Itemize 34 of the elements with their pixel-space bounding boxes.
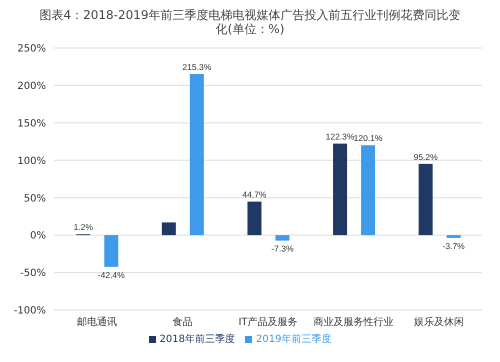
- data-label: 44.7%: [242, 190, 267, 200]
- y-tick-label: 50%: [24, 193, 46, 204]
- bar: [361, 145, 376, 236]
- bar: [275, 235, 290, 241]
- data-label: 120.1%: [354, 133, 383, 144]
- bar: [104, 235, 118, 267]
- data-label: 122.3%: [326, 132, 355, 142]
- data-label: 95.2%: [414, 152, 438, 162]
- y-tick-label: 250%: [17, 44, 46, 55]
- bar: [418, 164, 433, 236]
- bar: [247, 202, 262, 236]
- legend-label: 2018年前三季度: [160, 334, 235, 345]
- x-tick-label: 邮电通讯: [76, 316, 117, 328]
- y-tick-label: 200%: [17, 80, 46, 92]
- bar: [162, 222, 176, 236]
- x-tick-label: 娱乐及休闲: [414, 316, 464, 328]
- x-tick-label: IT产品及服务: [238, 316, 298, 328]
- y-tick-label: 150%: [17, 118, 46, 130]
- x-tick-label: 商业及服务性行业: [314, 316, 394, 328]
- y-tick-label: -100%: [14, 306, 46, 317]
- y-tick-label: 100%: [17, 156, 46, 167]
- bar: [190, 74, 204, 236]
- legend-label: 2019年前三季度: [256, 334, 332, 345]
- chart-title: 图表4：2018-2019年前三季度电梯电视媒体广告投入前五行业刊例花费同比变化(单位：%): [38, 8, 462, 36]
- y-tick-label: 0%: [30, 230, 46, 242]
- data-label: 1.2%: [74, 222, 94, 232]
- data-label: -7.3%: [271, 244, 294, 254]
- y-tick-label: -50%: [20, 268, 46, 280]
- data-label: 215.3%: [182, 62, 212, 72]
- bar: [446, 235, 461, 238]
- x-tick-label: 食品: [172, 316, 192, 328]
- bar: [333, 144, 348, 236]
- data-label: -3.7%: [442, 240, 466, 251]
- data-label: -42.4%: [98, 270, 126, 280]
